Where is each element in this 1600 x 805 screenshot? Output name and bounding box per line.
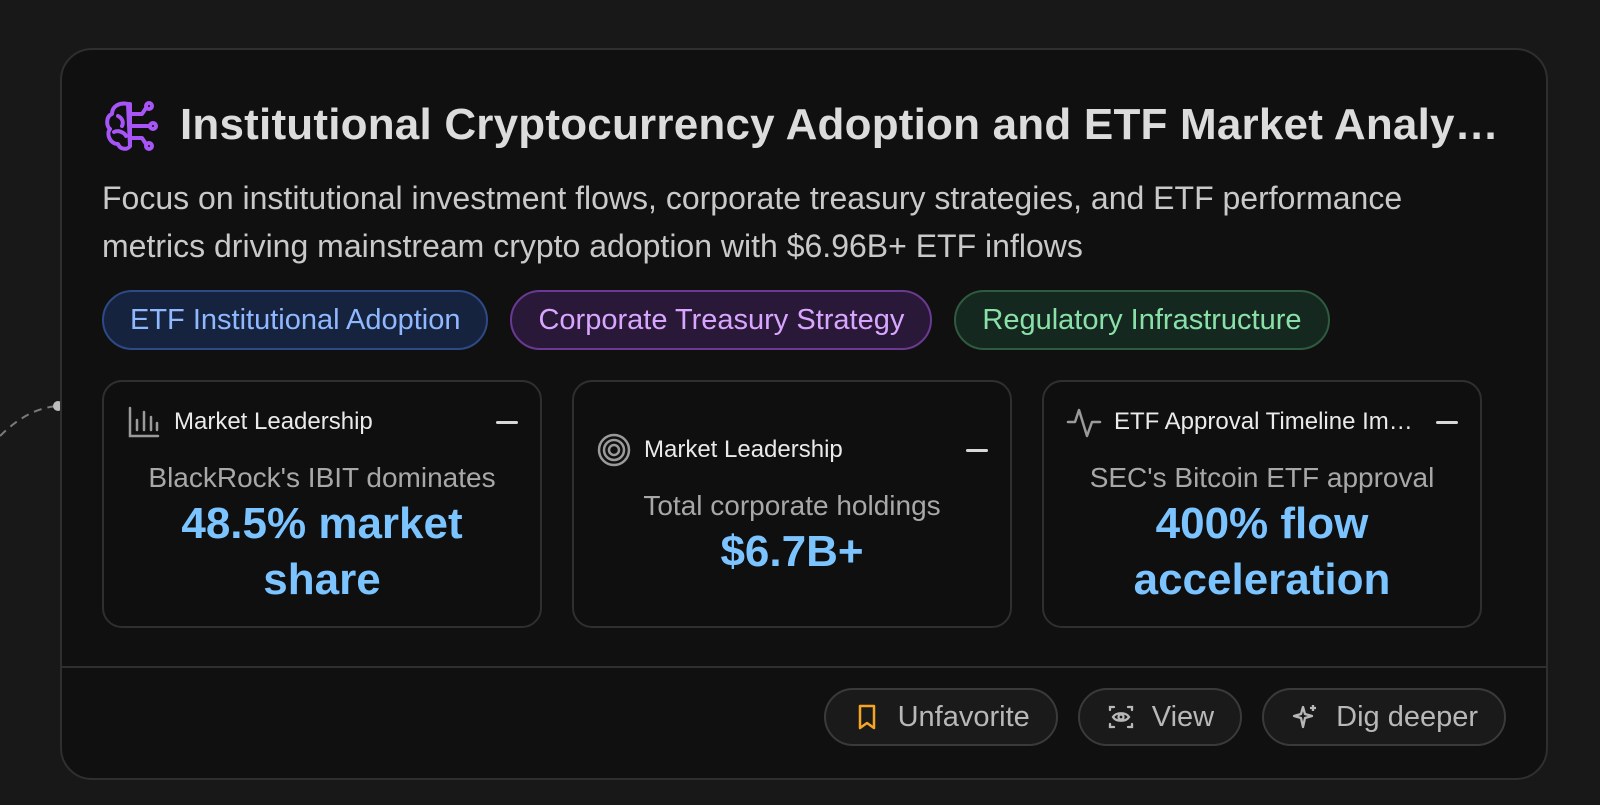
tag-corporate-treasury-strategy[interactable]: Corporate Treasury Strategy: [510, 290, 933, 350]
metric-value: 48.5% market share: [181, 499, 463, 604]
unfavorite-label: Unfavorite: [897, 700, 1030, 733]
card-description: Focus on institutional investment flows,…: [102, 180, 1403, 264]
metric-header: Market Leadership: [596, 432, 988, 468]
metric-body: Total corporate holdings $6.7B+: [594, 490, 990, 580]
metric-card[interactable]: Market Leadership Total corporate holdin…: [572, 380, 1012, 628]
view-label: View: [1151, 700, 1215, 733]
metric-subtitle: BlackRock's IBIT dominates: [148, 462, 496, 493]
brain-icon: [105, 101, 158, 151]
collapse-icon[interactable]: [496, 420, 518, 424]
view-button[interactable]: View: [1077, 688, 1243, 746]
metric-value: $6.7B+: [720, 527, 864, 576]
sparkle-icon: [1292, 705, 1317, 729]
dig-deeper-label: Dig deeper: [1336, 700, 1478, 733]
analysis-card: Institutional Cryptocurrency Adoption an…: [60, 48, 1548, 780]
metric-cards: Market Leadership BlackRock's IBIT domin…: [102, 380, 1482, 628]
metric-value: 400% flow acceleration: [1133, 499, 1391, 604]
metric-title: Market Leadership: [174, 408, 373, 435]
metric-header: ETF Approval Timeline Impact: [1066, 404, 1458, 440]
unfavorite-button[interactable]: Unfavorite: [823, 688, 1058, 746]
activity-icon: [1066, 408, 1102, 438]
metric-title: ETF Approval Timeline Impact: [1114, 408, 1426, 435]
metric-title: Market Leadership: [644, 436, 843, 463]
bar-chart-icon: [128, 406, 160, 438]
eye-icon: [1108, 705, 1133, 729]
tag-regulatory-infrastructure[interactable]: Regulatory Infrastructure: [954, 290, 1330, 350]
action-bar: Unfavorite View Dig deeper: [823, 688, 1506, 746]
collapse-icon[interactable]: [966, 448, 988, 452]
metric-subtitle: SEC's Bitcoin ETF approval: [1089, 462, 1435, 493]
metric-body: BlackRock's IBIT dominates 48.5% market …: [124, 462, 520, 608]
bookmark-icon: [858, 704, 875, 730]
tag-list: ETF Institutional Adoption Corporate Tre…: [102, 290, 1330, 350]
card-header: Institutional Cryptocurrency Adoption an…: [102, 96, 1502, 154]
collapse-icon[interactable]: [1436, 420, 1458, 424]
dig-deeper-button[interactable]: Dig deeper: [1262, 688, 1506, 746]
tag-etf-institutional-adoption[interactable]: ETF Institutional Adoption: [102, 290, 489, 350]
metric-subtitle: Total corporate holdings: [643, 490, 941, 521]
target-icon: [597, 433, 631, 467]
card-title: Institutional Cryptocurrency Adoption an…: [180, 100, 1500, 149]
metric-body: SEC's Bitcoin ETF approval 400% flow acc…: [1064, 462, 1460, 608]
metric-card[interactable]: Market Leadership BlackRock's IBIT domin…: [102, 380, 542, 628]
card-footer: Unfavorite View Dig deeper: [62, 666, 1546, 778]
metric-card[interactable]: ETF Approval Timeline Impact SEC's Bitco…: [1042, 380, 1482, 628]
metric-header: Market Leadership: [126, 404, 518, 440]
